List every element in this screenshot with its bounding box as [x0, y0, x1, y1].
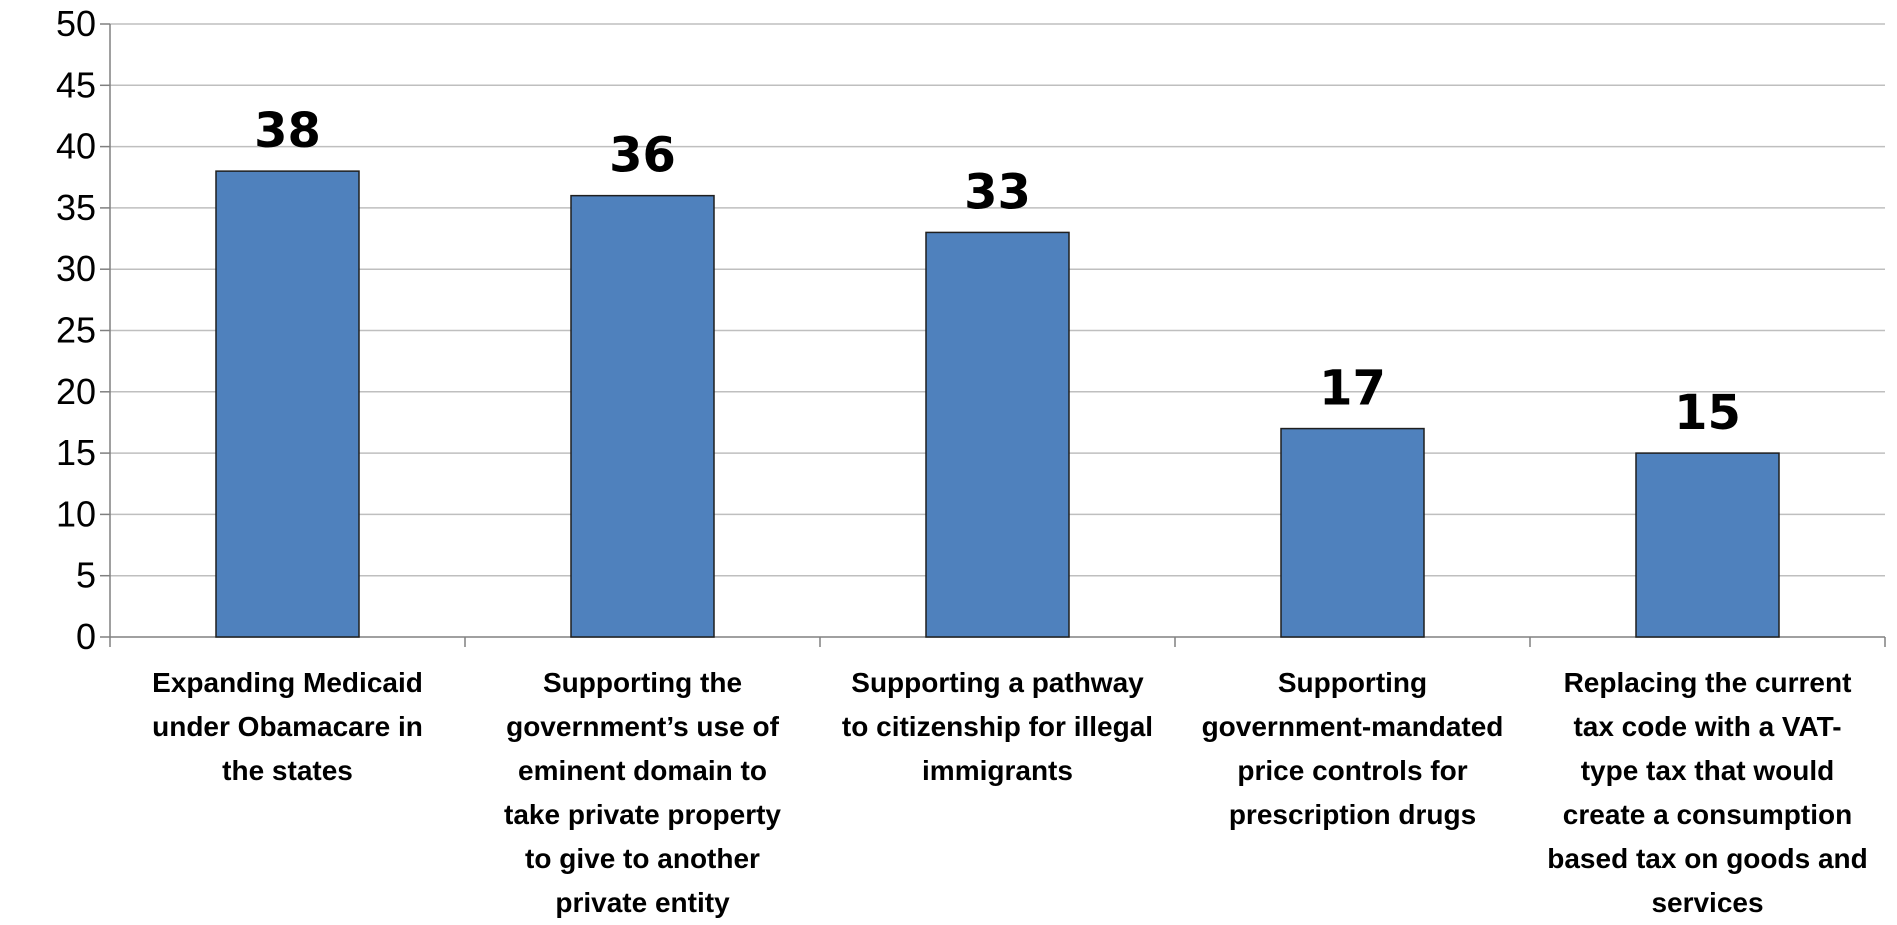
y-tick-label: 25: [56, 310, 96, 351]
x-tick-label-line: to give to another: [525, 843, 760, 874]
x-tick-label: Expanding Medicaid under Obamacare in the …: [110, 661, 465, 793]
x-tick-label-line: under Obamacare in: [152, 711, 423, 742]
bar: [925, 231, 1070, 638]
x-tick-label-line: Supporting: [1277, 667, 1428, 698]
x-tick-label: Replacing the current tax code with a VAT…: [1530, 661, 1885, 925]
x-tick-label-line: type tax that would: [1580, 755, 1835, 786]
y-tick-label: 15: [56, 432, 96, 473]
x-tick-label-line: the states: [222, 755, 353, 786]
y-tick-label: 5: [76, 555, 96, 596]
x-tick-label-line: tax code with a VAT-: [1573, 711, 1842, 742]
x-tick-label-line: government-mandated: [1201, 711, 1504, 742]
y-tick-label: 10: [56, 493, 96, 534]
bar: [215, 170, 360, 638]
y-tick-label: 20: [56, 371, 96, 412]
y-tick-label: 40: [56, 126, 96, 167]
x-tick-label: Supporting the government’s use of eminent…: [465, 661, 820, 925]
y-tick-label: 35: [56, 187, 96, 228]
x-tick-label-line: create a consumption: [1562, 799, 1853, 830]
x-tick-label-line: eminent domain to: [518, 755, 767, 786]
x-tick-label-line: private entity: [555, 887, 730, 918]
y-tick-label: 50: [56, 3, 96, 44]
x-tick-label-line: price controls for: [1237, 755, 1468, 786]
y-tick-label: 45: [56, 64, 96, 105]
x-tick-label-line: services: [1651, 887, 1764, 918]
x-tick-label-line: immigrants: [922, 755, 1073, 786]
bar: [1635, 452, 1780, 638]
x-tick-label: Supporting government-mandated price contr…: [1175, 661, 1530, 837]
x-tick-label: Supporting a pathway to citizenship for i…: [820, 661, 1175, 793]
x-tick-label-line: Supporting a pathway: [851, 667, 1144, 698]
x-tick-label-line: based tax on goods and: [1547, 843, 1868, 874]
x-tick-label-line: Supporting the: [542, 667, 743, 698]
bar: [570, 194, 715, 638]
x-tick-label-line: government’s use of: [506, 711, 779, 742]
data-label: 15: [1674, 385, 1741, 441]
data-label: 17: [1319, 361, 1386, 417]
y-tick-label: 30: [56, 248, 96, 289]
x-tick-label-line: prescription drugs: [1228, 799, 1477, 830]
x-tick-label-line: Expanding Medicaid: [152, 667, 423, 698]
data-label: 36: [609, 128, 676, 184]
x-tick-label-line: take private property: [504, 799, 781, 830]
x-tick-label-line: to citizenship for illegal: [841, 711, 1154, 742]
data-label: 33: [964, 164, 1031, 220]
x-tick-label-line: Replacing the current: [1563, 667, 1852, 698]
y-tick-label: 0: [76, 616, 96, 657]
bar: [1280, 427, 1425, 638]
data-label: 38: [254, 103, 321, 159]
